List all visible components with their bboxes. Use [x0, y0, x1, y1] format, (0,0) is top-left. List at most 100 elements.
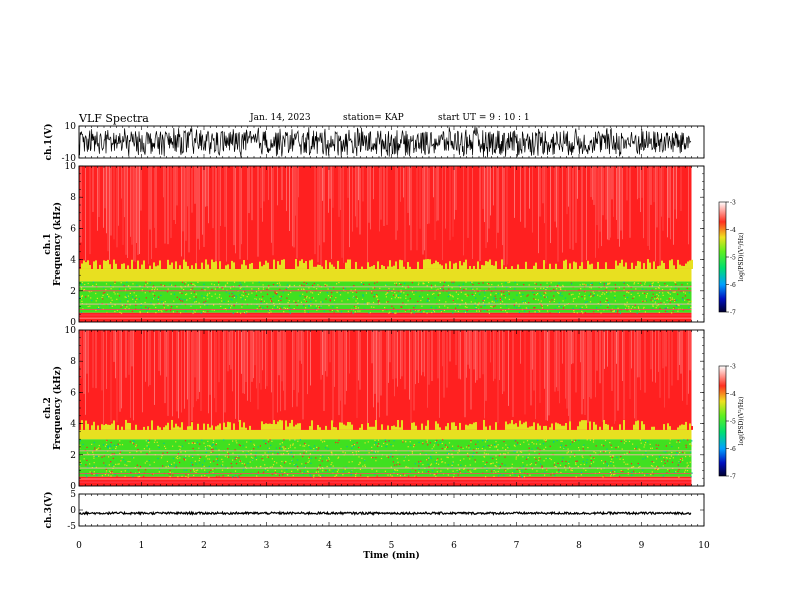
spectral-speckle: [565, 444, 567, 447]
spectral-speckle: [222, 475, 224, 477]
spectral-speckle: [211, 449, 213, 451]
spectral-streak: [362, 166, 364, 202]
spectral-edge: [249, 263, 251, 269]
spectral-edge: [153, 425, 155, 430]
spectral-speckle: [224, 455, 226, 457]
spectral-edge: [345, 262, 347, 269]
spectral-streak: [344, 330, 346, 405]
spectral-edge: [223, 422, 225, 430]
spectral-speckle: [482, 282, 484, 284]
spectral-speckle: [185, 455, 187, 457]
spectral-speckle: [595, 452, 597, 454]
spectral-speckle: [165, 447, 167, 449]
spectral-speckle: [326, 465, 328, 468]
spectral-edge: [577, 426, 579, 430]
spectral-edge: [583, 420, 585, 430]
spectral-speckle: [268, 447, 270, 449]
spectral-speckle: [461, 289, 463, 291]
spectral-speckle: [302, 293, 304, 295]
spectral-speckle: [459, 287, 461, 289]
spectral-speckle: [266, 302, 268, 305]
spectral-edge: [291, 259, 293, 269]
spectral-edge: [539, 425, 541, 430]
spectral-speckle: [526, 464, 528, 466]
spectral-speckle: [108, 296, 110, 298]
spectral-speckle: [518, 475, 520, 478]
spectral-edge: [633, 424, 635, 430]
spectral-speckle: [275, 473, 277, 475]
spectral-speckle: [316, 288, 318, 290]
spectral-edge: [671, 423, 673, 430]
spectral-edge: [519, 420, 521, 430]
spectral-speckle: [160, 284, 162, 286]
spectral-edge: [97, 263, 99, 269]
spectral-speckle: [644, 457, 647, 459]
spectral-speckle: [287, 302, 289, 304]
spectral-speckle: [319, 457, 321, 459]
spectral-speckle: [451, 453, 453, 455]
spectral-speckle: [482, 302, 484, 304]
spectral-streak: [191, 330, 193, 421]
spectral-edge: [87, 423, 89, 430]
spectral-speckle: [431, 311, 433, 314]
spectral-edge: [585, 420, 587, 430]
spectral-speckle: [557, 311, 559, 313]
spectral-speckle: [678, 304, 680, 307]
spectral-speckle: [206, 448, 208, 450]
spectral-speckle: [389, 289, 391, 291]
spectral-speckle: [103, 286, 105, 289]
spectral-speckle: [281, 470, 283, 472]
spectral-speckle: [569, 466, 571, 468]
spectral-speckle: [336, 474, 338, 476]
spectral-edge: [687, 426, 689, 430]
spectral-speckle: [313, 448, 315, 450]
spectral-speckle: [293, 300, 295, 302]
spectral-speckle: [385, 446, 387, 448]
spectral-streak: [467, 330, 469, 365]
spectral-speckle: [560, 306, 562, 308]
spectral-speckle: [264, 452, 266, 454]
spectral-speckle: [352, 445, 355, 447]
spectral-speckle: [289, 439, 291, 441]
spectral-speckle: [624, 304, 626, 306]
spectral-speckle: [545, 292, 547, 294]
spectral-speckle: [586, 462, 588, 464]
spectral-speckle: [381, 445, 383, 447]
spectral-streak: [268, 166, 269, 200]
spectral-speckle: [535, 443, 538, 445]
spectral-speckle: [132, 442, 134, 444]
spectral-speckle: [293, 284, 295, 287]
spectral-speckle: [485, 453, 487, 455]
spectral-speckle: [220, 297, 222, 299]
spectral-speckle: [405, 287, 407, 289]
spectral-speckle: [352, 452, 354, 454]
spectral-speckle: [497, 475, 500, 477]
spectral-edge: [657, 420, 659, 430]
spectral-streak: [650, 166, 652, 205]
spectral-speckle: [586, 459, 588, 461]
spectral-speckle: [505, 282, 507, 284]
spectral-speckle: [190, 282, 192, 285]
spectral-speckle: [96, 448, 98, 450]
spectral-speckle: [89, 305, 91, 307]
spectral-edge: [495, 261, 497, 269]
spectral-speckle: [283, 449, 285, 451]
spectral-speckle: [267, 451, 270, 453]
spectral-speckle: [289, 446, 291, 448]
spectral-speckle: [213, 473, 215, 475]
spectral-speckle: [531, 441, 533, 443]
spectral-speckle: [140, 304, 142, 306]
spectral-speckle: [308, 297, 310, 299]
y-axis-label-channel: ch.2: [43, 397, 53, 418]
spectral-edge: [521, 265, 523, 269]
spectral-speckle: [605, 283, 607, 285]
spectral-speckle: [215, 444, 217, 446]
spectral-speckle: [392, 294, 395, 296]
spectral-streak: [662, 166, 664, 231]
spectral-streak: [122, 166, 124, 245]
spectral-streak: [502, 166, 503, 246]
spectral-edge: [689, 260, 691, 269]
spectral-speckle: [227, 300, 229, 302]
spectral-speckle: [426, 310, 428, 312]
spectral-speckle: [451, 466, 453, 468]
